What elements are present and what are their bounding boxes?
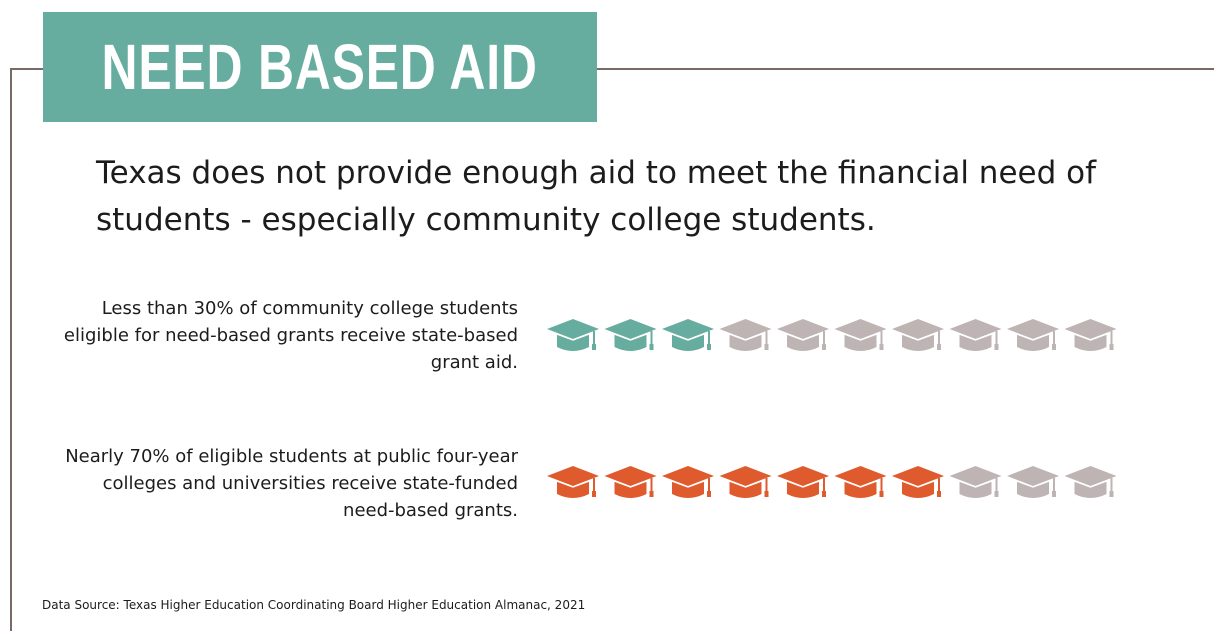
graduation-cap-icon: [892, 319, 944, 351]
graduation-cap-icon: [1007, 319, 1059, 351]
graduation-cap-icon: [949, 466, 1002, 498]
graduation-cap-icon: [719, 319, 772, 351]
pictograph-row-community-college: [547, 319, 1117, 351]
stat-label-community-college: Less than 30% of community college stude…: [63, 298, 518, 373]
page-title: NEED BASED AID: [101, 31, 539, 103]
pictograph-row-public-four-year: [547, 466, 1117, 498]
graduation-cap-icon: [834, 319, 887, 351]
data-source-note: Data Source: Texas Higher Education Coor…: [42, 598, 586, 612]
graduation-cap-icon: [662, 319, 714, 351]
graduation-cap-icon: [834, 466, 887, 498]
graduation-cap-icon: [949, 319, 1002, 351]
graduation-cap-icon: [777, 319, 829, 351]
graduation-cap-icon: [604, 319, 657, 351]
stat-label-public-four-year: Nearly 70% of eligible students at publi…: [65, 446, 518, 521]
graduation-cap-icon: [1064, 466, 1117, 498]
headline: Texas does not provide enough aid to mee…: [96, 155, 1097, 238]
graduation-cap-icon: [1064, 319, 1117, 351]
title-banner: NEED BASED AID: [43, 12, 597, 122]
graduation-cap-icon: [547, 466, 599, 498]
graduation-cap-icon: [662, 466, 714, 498]
graduation-cap-icon: [604, 466, 657, 498]
graduation-cap-icon: [547, 319, 599, 351]
graduation-cap-icon: [892, 466, 944, 498]
graduation-cap-icon: [1007, 466, 1059, 498]
graduation-cap-icon: [719, 466, 772, 498]
graduation-cap-icon: [777, 466, 829, 498]
frame-top-line: [10, 68, 1214, 70]
frame-left-line: [10, 68, 12, 631]
